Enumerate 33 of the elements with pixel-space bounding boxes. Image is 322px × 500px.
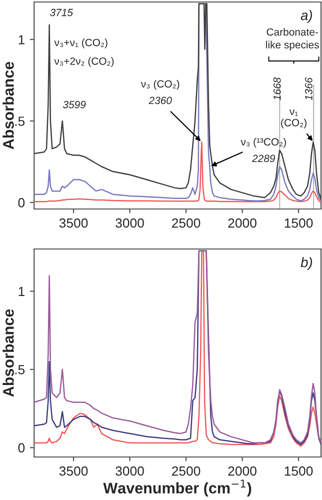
x-tick-label: 2500 bbox=[172, 218, 200, 228]
annotation: ν₃ (CO₂) bbox=[140, 80, 180, 90]
annotation: 3599 bbox=[62, 100, 86, 108]
x-tick-label: 2000 bbox=[228, 218, 256, 228]
annotation: a) bbox=[300, 10, 312, 23]
annotation: 2360 bbox=[148, 96, 172, 104]
x-tick-label: 3000 bbox=[116, 466, 144, 476]
y-tick-label: .5 bbox=[15, 116, 25, 126]
x-tick-label: 1500 bbox=[284, 466, 313, 476]
annotation: Carbonate- like species bbox=[266, 28, 319, 50]
annotation: 3715 bbox=[50, 8, 73, 16]
y-axis-title: Absorbance bbox=[2, 62, 14, 150]
x-tick-label: 3500 bbox=[59, 218, 88, 228]
annotation: ν₃ (¹³CO₂) bbox=[240, 138, 286, 148]
annotation: ν₃+2ν₂ (CO₂) bbox=[54, 57, 114, 67]
annotation: b) bbox=[300, 257, 312, 270]
x-tick-label: 1500 bbox=[284, 218, 313, 228]
x-tick-label: 3000 bbox=[116, 218, 144, 228]
x-axis-title: Wavenumber (cm$^{−1}$) bbox=[103, 480, 252, 497]
x-tick-label: 2000 bbox=[228, 466, 256, 476]
y-tick-label: 0 bbox=[18, 198, 25, 208]
annotation: ν₁ (CO₂) bbox=[281, 110, 306, 128]
x-tick-label: 3500 bbox=[59, 466, 88, 476]
y-tick-label: 1 bbox=[18, 35, 24, 44]
y-tick-label: 1 bbox=[18, 286, 24, 296]
x-tick-label: 2500 bbox=[172, 466, 200, 476]
y-tick-label: .5 bbox=[15, 365, 25, 374]
annotation: ν₃+ν₁ (CO₂) bbox=[54, 38, 108, 48]
y-axis-title: Absorbance bbox=[2, 309, 14, 397]
annotation: 1668 bbox=[273, 77, 281, 100]
y-tick-label: 0 bbox=[18, 443, 25, 453]
annotation: 1366 bbox=[304, 77, 312, 100]
annotation: 2289 bbox=[252, 154, 276, 162]
